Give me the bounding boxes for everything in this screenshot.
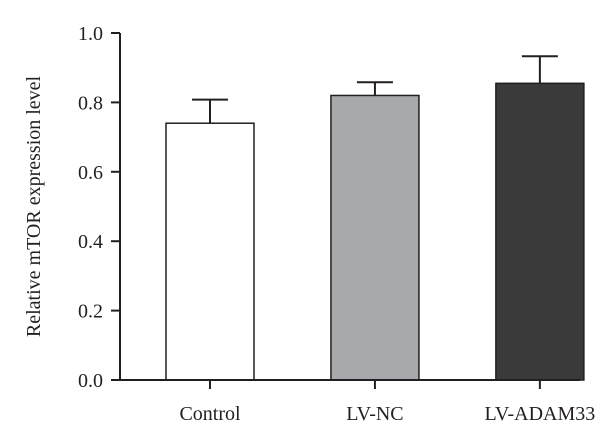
bar-lv-nc	[330, 94, 420, 381]
y-tick-label: 0.8	[78, 92, 103, 114]
y-axis-title: Relative mTOR expression level	[23, 75, 45, 337]
y-tick-label: 0.6	[78, 162, 103, 184]
error-bars-layer	[192, 55, 558, 124]
y-tick-label: 1.0	[78, 23, 103, 45]
bars-layer	[165, 82, 585, 381]
y-ticks: 0.0 0.2 0.4 0.6 0.8 1.0	[78, 23, 120, 392]
y-tick-label: 0.0	[78, 370, 103, 392]
x-category-label: LV-NC	[346, 403, 403, 425]
bar-lv-adam33	[495, 82, 585, 381]
x-category-label: Control	[179, 403, 241, 425]
y-tick-label: 0.2	[78, 301, 103, 323]
y-tick-label: 0.4	[78, 231, 103, 253]
x-category-label: LV-ADAM33	[484, 403, 595, 425]
bar-control	[165, 122, 255, 381]
x-ticks: Control LV-NC LV-ADAM33	[179, 380, 595, 425]
